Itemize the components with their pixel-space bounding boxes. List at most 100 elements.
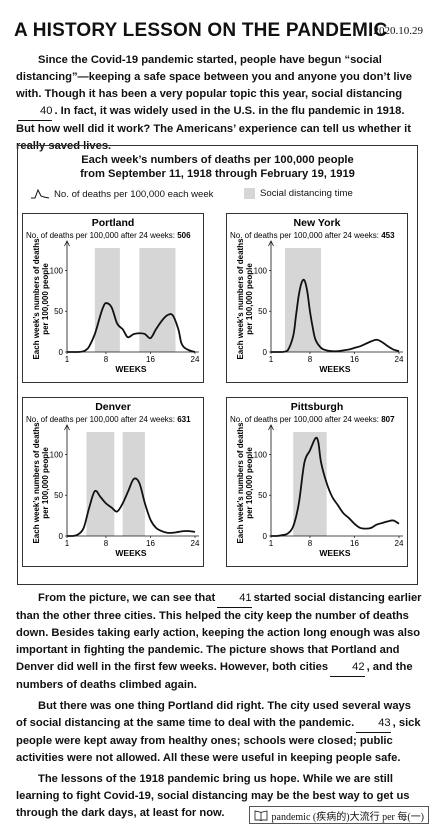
y-axis-label: Each week’s numbers of deathsper 100,000… bbox=[236, 422, 254, 544]
y-axis-label: Each week’s numbers of deathsper 100,000… bbox=[32, 238, 50, 360]
blank-42[interactable]: 42 bbox=[330, 659, 365, 677]
intro-text-2: . In fact, it was widely used in the U.S… bbox=[16, 105, 411, 152]
y-axis-arrow bbox=[268, 424, 274, 431]
body-paragraphs: From the picture, we can see that 41 start… bbox=[16, 590, 422, 822]
distancing-shade bbox=[122, 432, 145, 536]
x-tick-label: 8 bbox=[308, 539, 313, 548]
x-tick-label: 1 bbox=[269, 539, 274, 548]
chart-svg: Pittsburgh No. of deaths per 100,000 afte… bbox=[230, 401, 404, 558]
y-tick-label: 50 bbox=[54, 491, 63, 500]
x-axis-label: WEEKS bbox=[115, 364, 147, 374]
glossary-footnote: pandemic (疾病的)大流行 per 每(一) bbox=[248, 806, 429, 824]
figure-title: Each week’s numbers of deaths per 100,00… bbox=[18, 153, 417, 181]
x-tick-label: 1 bbox=[65, 539, 70, 548]
x-tick-label: 8 bbox=[104, 539, 109, 548]
x-tick-label: 1 bbox=[269, 355, 274, 364]
x-axis-label: WEEKS bbox=[319, 548, 351, 558]
blank-43[interactable]: 43 bbox=[356, 715, 391, 733]
x-axis-label: WEEKS bbox=[319, 364, 351, 374]
y-tick-label: 100 bbox=[254, 450, 268, 459]
chart-new-york: New York No. of deaths per 100,000 after … bbox=[226, 213, 408, 383]
legend-line-label: No. of deaths per 100,000 each week bbox=[54, 188, 214, 200]
y-tick-label: 0 bbox=[263, 532, 268, 541]
y-axis-arrow bbox=[64, 424, 70, 431]
chart-subtitle: No. of deaths per 100,000 after 24 weeks… bbox=[26, 415, 191, 424]
chart-title: New York bbox=[294, 217, 341, 229]
y-tick-label: 0 bbox=[263, 348, 268, 357]
y-tick-label: 100 bbox=[50, 266, 64, 275]
y-tick-label: 0 bbox=[59, 348, 64, 357]
distancing-shade bbox=[94, 248, 120, 352]
chart-subtitle: No. of deaths per 100,000 after 24 weeks… bbox=[230, 231, 395, 240]
legend-shade-label: Social distancing time bbox=[260, 188, 353, 199]
shade-swatch bbox=[244, 188, 255, 199]
chart-svg: Denver No. of deaths per 100,000 after 24… bbox=[26, 401, 200, 558]
chart-subtitle: No. of deaths per 100,000 after 24 weeks… bbox=[26, 231, 191, 240]
death-rate-line bbox=[67, 477, 196, 537]
chart-title: Portland bbox=[92, 217, 135, 229]
chart-svg: Portland No. of deaths per 100,000 after … bbox=[26, 217, 200, 374]
body-text-2: started social distancing earlier than t… bbox=[16, 592, 422, 673]
x-tick-label: 16 bbox=[350, 355, 359, 364]
x-tick-label: 8 bbox=[104, 355, 109, 364]
legend: No. of deaths per 100,000 each week Soci… bbox=[30, 188, 407, 204]
y-tick-label: 50 bbox=[258, 307, 267, 316]
chart-total: 631 bbox=[177, 415, 191, 424]
x-tick-label: 24 bbox=[395, 539, 404, 548]
blank-41[interactable]: 41 bbox=[217, 590, 252, 608]
blank-40[interactable]: 40 bbox=[18, 103, 53, 121]
chart-denver: Denver No. of deaths per 100,000 after 24… bbox=[22, 397, 204, 567]
distancing-shade bbox=[293, 432, 327, 536]
x-tick-label: 24 bbox=[191, 355, 200, 364]
line-icon bbox=[31, 188, 50, 199]
distancing-shade bbox=[139, 248, 176, 352]
intro-paragraph: Since the Covid-19 pandemic started, peo… bbox=[16, 52, 422, 155]
chart-title: Denver bbox=[95, 401, 131, 413]
death-rate-line bbox=[67, 302, 196, 353]
x-tick-label: 1 bbox=[65, 355, 70, 364]
chart-title: Pittsburgh bbox=[291, 401, 344, 413]
chart-total: 506 bbox=[177, 231, 191, 240]
body-text-3: , and the numbers of deaths climbed agai… bbox=[16, 661, 413, 691]
y-tick-label: 100 bbox=[50, 450, 64, 459]
legend-shade: Social distancing time bbox=[244, 188, 353, 199]
chart-total: 453 bbox=[381, 231, 395, 240]
closing-paragraph: The lessons of the 1918 pandemic bring u… bbox=[16, 773, 410, 819]
x-tick-label: 16 bbox=[146, 355, 155, 364]
chart-total: 807 bbox=[381, 415, 395, 424]
issue-date: 2020.10.29 bbox=[373, 25, 424, 37]
header: A HISTORY LESSON ON THE PANDEMIC 2020.10… bbox=[14, 20, 427, 42]
page-title: A HISTORY LESSON ON THE PANDEMIC bbox=[14, 20, 388, 41]
chart-portland: Portland No. of deaths per 100,000 after … bbox=[22, 213, 204, 383]
glossary-text: pandemic (疾病的)大流行 per 每(一) bbox=[271, 811, 424, 823]
x-axis-label: WEEKS bbox=[115, 548, 147, 558]
figure-title-line1: Each week’s numbers of deaths per 100,00… bbox=[81, 154, 354, 166]
x-tick-label: 16 bbox=[350, 539, 359, 548]
y-axis-label: Each week’s numbers of deathsper 100,000… bbox=[236, 238, 254, 360]
y-axis-arrow bbox=[64, 240, 70, 247]
body-text-4: But there was one thing Portland did rig… bbox=[16, 700, 411, 729]
y-axis-label: Each week’s numbers of deathsper 100,000… bbox=[32, 422, 50, 544]
death-rate-line bbox=[271, 436, 400, 537]
x-tick-label: 24 bbox=[191, 539, 200, 548]
distancing-shade bbox=[284, 248, 322, 352]
chart-svg: New York No. of deaths per 100,000 after … bbox=[230, 217, 404, 374]
book-icon bbox=[254, 809, 267, 821]
x-tick-label: 16 bbox=[146, 539, 155, 548]
x-tick-label: 8 bbox=[308, 355, 313, 364]
y-tick-label: 50 bbox=[258, 491, 267, 500]
x-tick-label: 24 bbox=[395, 355, 404, 364]
y-tick-label: 50 bbox=[54, 307, 63, 316]
chart-subtitle: No. of deaths per 100,000 after 24 weeks… bbox=[230, 415, 395, 424]
y-axis-arrow bbox=[268, 240, 274, 247]
figure-title-line2: from September 11, 1918 through February… bbox=[80, 168, 355, 180]
body-text-5: , sick people were kept away from health… bbox=[16, 717, 421, 764]
chart-pittsburgh: Pittsburgh No. of deaths per 100,000 afte… bbox=[226, 397, 408, 567]
body-text-1: From the picture, we can see that bbox=[38, 592, 216, 604]
intro-text-1: Since the Covid-19 pandemic started, peo… bbox=[16, 54, 413, 100]
legend-line: No. of deaths per 100,000 each week bbox=[30, 188, 213, 200]
distancing-shade bbox=[86, 432, 115, 536]
y-tick-label: 100 bbox=[254, 266, 268, 275]
figure: Each week’s numbers of deaths per 100,00… bbox=[17, 145, 418, 585]
